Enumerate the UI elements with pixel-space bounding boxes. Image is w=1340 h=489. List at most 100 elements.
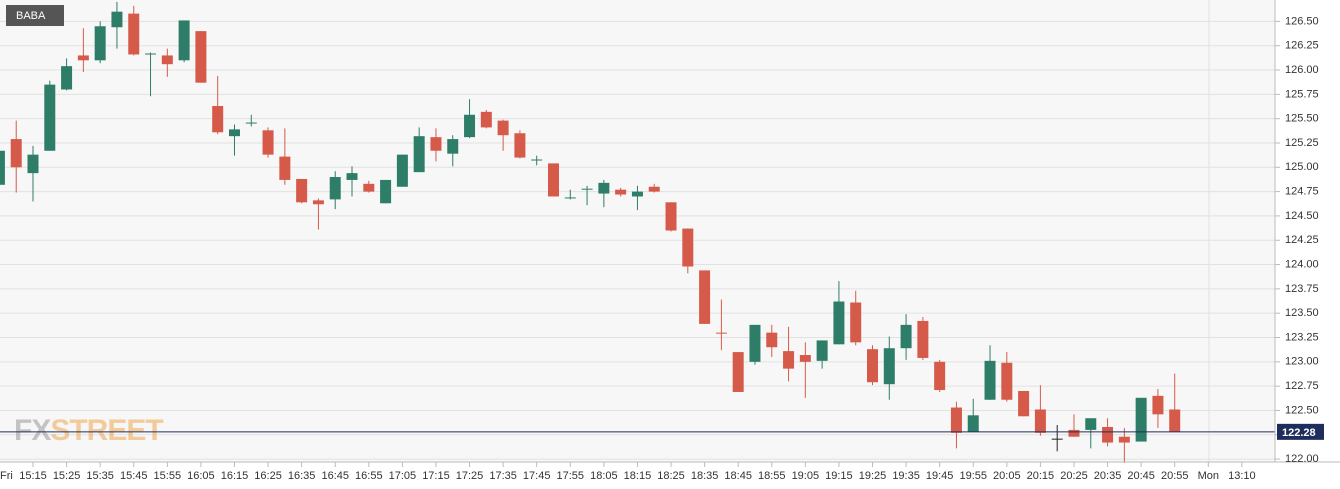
x-tick-label: 15:45	[120, 470, 148, 482]
x-tick-label: 15:25	[53, 470, 81, 482]
last-price-box	[1277, 423, 1324, 440]
candle-body	[262, 130, 274, 155]
watermark-fx: FX	[14, 414, 51, 447]
y-tick-label: 124.00	[1285, 258, 1319, 270]
x-tick-label: 17:45	[523, 470, 551, 482]
candle-body	[178, 20, 190, 61]
candle-body	[212, 106, 224, 133]
y-tick-label: 123.00	[1285, 356, 1319, 368]
candle-body	[1001, 362, 1013, 400]
y-tick-label: 124.75	[1285, 186, 1319, 198]
x-tick-label: 18:25	[657, 470, 685, 482]
x-tick-label: 19:45	[926, 470, 954, 482]
y-tick-label: 123.75	[1285, 283, 1319, 295]
candle-body	[44, 84, 56, 151]
y-tick-label: 122.50	[1285, 404, 1319, 416]
candle-body	[917, 320, 929, 358]
y-tick-label: 125.50	[1285, 113, 1319, 125]
x-tick-label: 18:55	[758, 470, 786, 482]
candle-body	[850, 302, 862, 343]
x-tick-label: 19:55	[959, 470, 987, 482]
candle-body	[699, 270, 711, 324]
legend-box	[6, 5, 64, 26]
candle-body	[480, 111, 492, 128]
candle-body	[984, 360, 996, 400]
y-tick-label: 124.50	[1285, 210, 1319, 222]
x-tick-label: 19:15	[825, 470, 853, 482]
candle-body	[816, 340, 828, 361]
x-tick-label: 20:55	[1161, 470, 1189, 482]
x-tick-label: 18:15	[624, 470, 652, 482]
candle-body	[1169, 409, 1181, 432]
y-tick-label: 126.50	[1285, 15, 1319, 27]
candle-body	[346, 173, 358, 180]
candle-body	[27, 154, 39, 174]
candle-body	[464, 114, 476, 138]
candle-body	[1102, 426, 1114, 443]
watermark: FXSTREET	[14, 414, 163, 447]
candle-body	[783, 351, 795, 369]
legend-label: BABA	[16, 10, 46, 22]
candle-body	[77, 55, 89, 61]
y-tick-label: 126.25	[1285, 40, 1319, 52]
y-tick-label: 122.75	[1285, 380, 1319, 392]
candle-body	[329, 177, 341, 200]
candle-body	[1018, 390, 1030, 417]
x-tick-label: 15:55	[154, 470, 182, 482]
x-tick-label: 13:10	[1228, 470, 1256, 482]
candle-body	[1034, 409, 1046, 433]
candle-body	[396, 154, 408, 187]
candle-body	[228, 129, 240, 137]
candle-body	[111, 11, 123, 28]
candle-body	[380, 179, 392, 204]
x-tick-label: 16:15	[221, 470, 249, 482]
candle-body	[363, 183, 375, 192]
x-tick-label: 19:35	[892, 470, 920, 482]
candle-body	[531, 159, 543, 161]
candle-body	[195, 31, 207, 83]
x-tick-label: 16:35	[288, 470, 316, 482]
candle-body	[10, 139, 22, 168]
x-tick-label: 20:45	[1127, 470, 1155, 482]
candle-body	[279, 156, 291, 180]
candle-body	[94, 26, 106, 61]
candle-body	[1152, 395, 1164, 415]
x-tick-label: 16:25	[254, 470, 282, 482]
candle-body	[564, 197, 576, 199]
candle-body	[296, 178, 308, 203]
candle-body	[1051, 438, 1063, 440]
candle-body	[245, 122, 257, 124]
x-tick-label: 15:35	[86, 470, 114, 482]
x-tick-label: 17:35	[489, 470, 517, 482]
candle-body	[867, 349, 878, 383]
watermark-street: STREET	[50, 414, 163, 447]
last-price-label: 122.28	[1282, 427, 1316, 439]
candle-body	[732, 352, 744, 392]
candle-body	[1135, 397, 1147, 442]
x-tick-label: Mon	[1198, 470, 1219, 482]
candle-body	[430, 137, 442, 151]
candle-body	[766, 332, 778, 348]
x-tick-label: 16:05	[187, 470, 215, 482]
x-tick-label: 19:25	[859, 470, 887, 482]
candle-body	[967, 415, 979, 432]
candle-body	[0, 150, 5, 185]
candle-body	[1118, 436, 1130, 443]
x-tick-label: 16:45	[321, 470, 349, 482]
candle-body	[413, 136, 425, 173]
candle-body	[883, 348, 895, 385]
candle-body	[447, 139, 459, 154]
candle-body	[581, 188, 593, 190]
x-tick-label: Fri	[0, 470, 13, 482]
x-tick-label: 15:15	[19, 470, 47, 482]
y-tick-label: 125.00	[1285, 161, 1319, 173]
y-tick-label: 123.50	[1285, 307, 1319, 319]
candle-body	[715, 332, 727, 334]
candle-body	[665, 202, 677, 231]
y-tick-label: 125.25	[1285, 137, 1319, 149]
y-tick-label: 123.25	[1285, 331, 1319, 343]
x-tick-label: 17:25	[456, 470, 484, 482]
x-tick-label: 16:55	[355, 470, 383, 482]
candle-body	[1085, 418, 1097, 430]
